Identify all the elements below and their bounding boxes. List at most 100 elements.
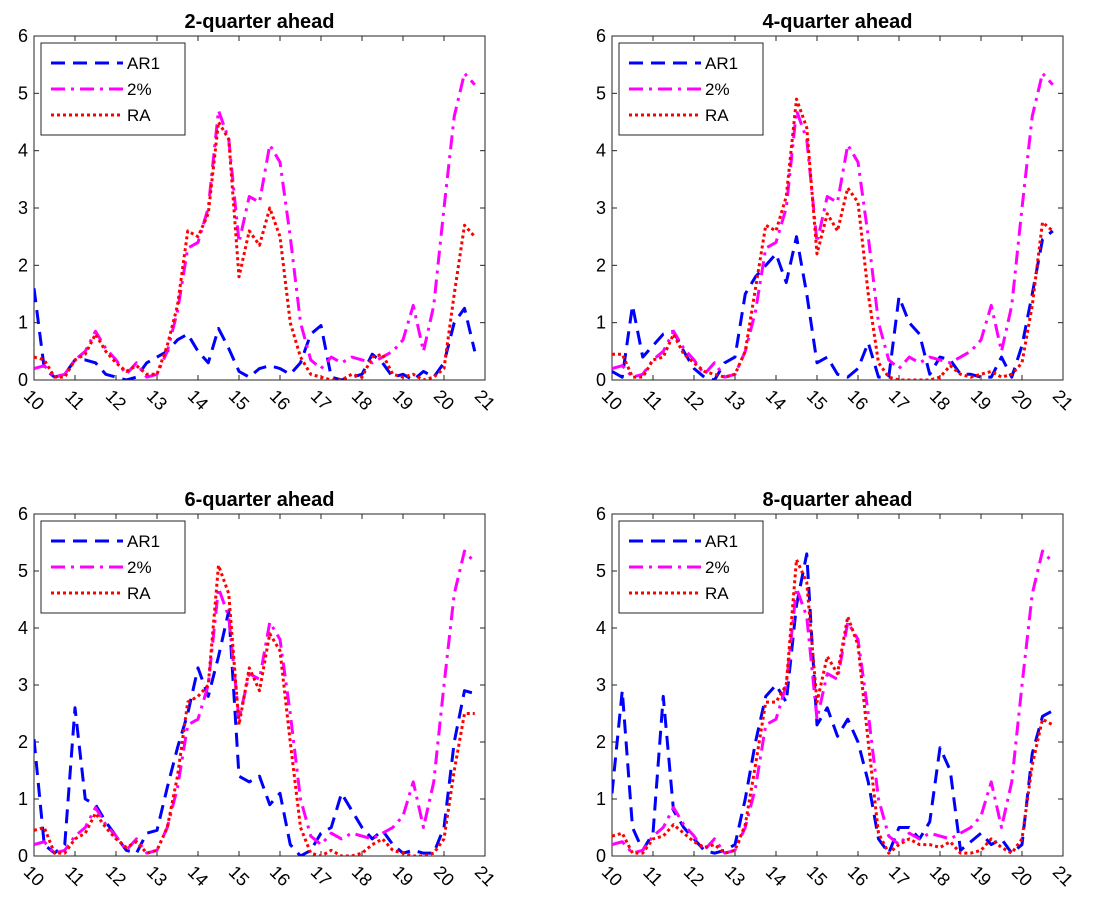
series-line-ra: [612, 97, 1054, 380]
y-tick-label: 6: [18, 26, 28, 46]
x-tick-label: 16: [844, 862, 872, 890]
x-tick-label: 19: [967, 386, 995, 414]
series-line-2pct: [612, 71, 1054, 379]
x-tick-label: 21: [1049, 386, 1077, 414]
y-tick-label: 1: [18, 789, 28, 809]
x-tick-label: 16: [266, 862, 294, 890]
series-line-ar1: [612, 229, 1054, 380]
y-tick-label: 3: [18, 675, 28, 695]
x-tick-label: 12: [680, 386, 708, 414]
x-tick-label: 13: [721, 386, 749, 414]
series-line-ra: [612, 558, 1054, 855]
x-tick-label: 10: [20, 386, 48, 414]
x-tick-label: 12: [680, 862, 708, 890]
legend-label: AR1: [705, 532, 738, 551]
x-tick-label: 18: [348, 386, 376, 414]
x-tick-label: 11: [61, 386, 88, 413]
plot-area: [612, 71, 1054, 380]
x-tick-label: 19: [389, 386, 417, 414]
x-tick-label: 17: [885, 386, 913, 414]
x-tick-label: 11: [639, 386, 666, 413]
x-tick-label: 12: [102, 862, 130, 890]
x-tick-label: 16: [266, 386, 294, 414]
plot-area: [34, 71, 477, 380]
x-tick-label: 19: [967, 862, 995, 890]
x-tick-label: 10: [598, 386, 626, 414]
x-tick-label: 18: [348, 862, 376, 890]
x-tick-label: 12: [102, 386, 130, 414]
plot-area: [34, 549, 476, 856]
x-tick-label: 15: [225, 862, 253, 890]
legend-label: AR1: [127, 532, 160, 551]
y-tick-label: 1: [596, 789, 606, 809]
y-tick-label: 3: [596, 198, 606, 218]
y-tick-label: 6: [18, 504, 28, 524]
y-tick-label: 3: [596, 675, 606, 695]
series-line-2pct: [612, 549, 1054, 855]
legend-label: 2%: [705, 80, 730, 99]
legend-label: AR1: [127, 54, 160, 73]
x-tick-label: 13: [721, 862, 749, 890]
series-line-ar1: [612, 552, 1054, 855]
series-line-ra: [34, 563, 475, 856]
y-tick-label: 4: [18, 141, 28, 161]
y-tick-label: 4: [596, 618, 606, 638]
y-tick-label: 0: [596, 846, 606, 866]
x-tick-label: 14: [184, 862, 212, 890]
x-tick-label: 13: [143, 386, 171, 414]
x-tick-label: 21: [471, 386, 499, 414]
series-line-2pct: [34, 549, 476, 855]
y-tick-label: 0: [18, 370, 28, 390]
series-line-ra: [34, 120, 476, 380]
x-tick-label: 20: [1008, 386, 1036, 414]
y-tick-label: 0: [18, 846, 28, 866]
legend-label: 2%: [127, 558, 152, 577]
legend-label: 2%: [127, 80, 152, 99]
series-line-ar1: [34, 288, 477, 380]
chart-title: 8-quarter ahead: [762, 489, 912, 511]
x-tick-label: 20: [430, 862, 458, 890]
x-tick-label: 10: [20, 862, 48, 890]
y-tick-label: 1: [596, 313, 606, 333]
y-tick-label: 6: [596, 504, 606, 524]
legend-label: RA: [705, 106, 729, 125]
x-tick-label: 15: [225, 386, 253, 414]
chart-title: 6-quarter ahead: [184, 489, 334, 511]
legend-label: RA: [127, 584, 151, 603]
x-tick-label: 21: [471, 862, 499, 890]
y-tick-label: 4: [18, 618, 28, 638]
y-tick-label: 2: [18, 732, 28, 752]
x-tick-label: 14: [762, 386, 790, 414]
x-tick-label: 17: [307, 386, 335, 414]
y-tick-label: 5: [596, 561, 606, 581]
x-tick-label: 17: [307, 862, 335, 890]
chart-title: 4-quarter ahead: [762, 11, 912, 33]
y-tick-label: 6: [596, 26, 606, 46]
x-tick-label: 20: [1008, 862, 1036, 890]
x-tick-label: 15: [803, 386, 831, 414]
x-tick-label: 14: [184, 386, 212, 414]
y-tick-label: 5: [18, 83, 28, 103]
y-tick-label: 2: [596, 732, 606, 752]
x-tick-label: 19: [389, 862, 417, 890]
series-line-2pct: [34, 71, 476, 379]
y-tick-label: 2: [18, 255, 28, 275]
x-tick-label: 18: [926, 386, 954, 414]
y-tick-label: 3: [18, 198, 28, 218]
x-tick-label: 21: [1049, 862, 1077, 890]
legend-label: 2%: [705, 558, 730, 577]
series-line-ar1: [34, 609, 476, 856]
x-tick-label: 20: [430, 386, 458, 414]
y-tick-label: 4: [596, 141, 606, 161]
x-tick-label: 14: [762, 862, 790, 890]
y-tick-label: 0: [596, 370, 606, 390]
x-tick-label: 10: [598, 862, 626, 890]
x-tick-label: 11: [639, 862, 666, 889]
x-tick-label: 15: [803, 862, 831, 890]
y-tick-label: 5: [18, 561, 28, 581]
legend-label: RA: [705, 584, 729, 603]
y-tick-label: 2: [596, 255, 606, 275]
